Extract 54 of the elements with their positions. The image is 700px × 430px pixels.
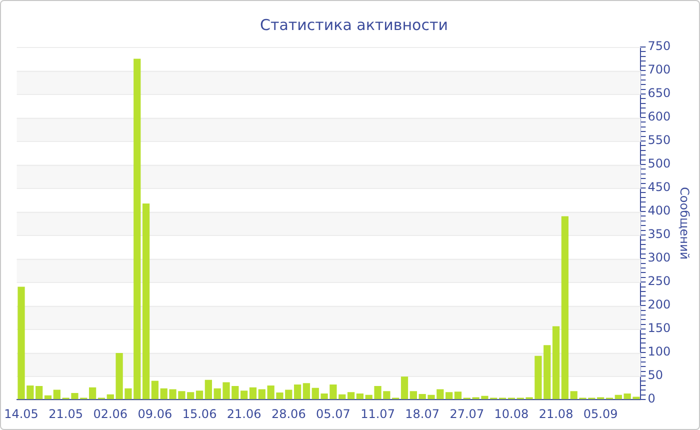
y-tick-label: 700 <box>648 62 671 77</box>
x-tick-label: 18.07 <box>405 406 440 421</box>
x-tick-label: 21.08 <box>538 406 574 421</box>
bar <box>561 216 569 400</box>
y-tick-label: 600 <box>648 110 671 124</box>
bar <box>410 391 417 400</box>
chart-title: Статистика активности <box>260 16 448 34</box>
bar <box>400 376 408 400</box>
y-tick-label: 400 <box>648 204 671 218</box>
x-tick-label: 27.07 <box>450 406 484 421</box>
bar <box>446 392 453 400</box>
bar <box>258 389 266 400</box>
bar <box>89 387 96 400</box>
bar <box>151 380 159 400</box>
bar <box>44 395 52 400</box>
bar <box>294 384 302 400</box>
bar <box>614 394 622 400</box>
y-tick-label: 350 <box>648 227 671 242</box>
y-tick-label: 250 <box>648 274 671 288</box>
bar <box>36 386 43 400</box>
x-tick-label: 05.07 <box>316 406 350 421</box>
y-tick-label: 100 <box>648 344 671 359</box>
y-tick-label: 300 <box>648 250 671 265</box>
y-tick-label: 450 <box>648 180 671 194</box>
bar <box>142 204 150 400</box>
bar <box>249 387 257 400</box>
bar <box>552 326 560 400</box>
y-tick-label: 50 <box>648 368 663 382</box>
bar <box>53 390 60 400</box>
x-tick-label: 10.08 <box>494 406 529 421</box>
x-tick-label: 02.06 <box>93 406 128 421</box>
y-tick-label: 200 <box>648 298 671 312</box>
y-tick-label: 150 <box>648 321 671 336</box>
bar <box>302 383 310 400</box>
bar <box>196 390 204 400</box>
x-tick-label: 14.05 <box>4 406 38 421</box>
y-tick-label: 500 <box>648 156 671 171</box>
x-tick-label: 21.05 <box>48 406 84 421</box>
x-tick-label: 15.06 <box>182 406 217 421</box>
y-axis-title: Сообщений <box>678 187 692 260</box>
bar <box>454 392 462 400</box>
y-tick-label: 750 <box>648 39 671 54</box>
x-tick-label: 28.06 <box>271 406 306 421</box>
x-tick-label: 05.09 <box>583 406 618 421</box>
x-tick-label: 09.06 <box>138 406 172 421</box>
bar <box>204 380 212 400</box>
bar <box>347 392 355 400</box>
y-tick-label: 550 <box>648 133 671 148</box>
y-tick-label: 0 <box>648 392 656 406</box>
x-tick-label: 21.06 <box>226 406 262 421</box>
y-tick-label: 650 <box>648 86 671 100</box>
bar <box>356 393 364 400</box>
bar <box>240 390 248 400</box>
x-tick-label: 11.07 <box>360 406 395 421</box>
